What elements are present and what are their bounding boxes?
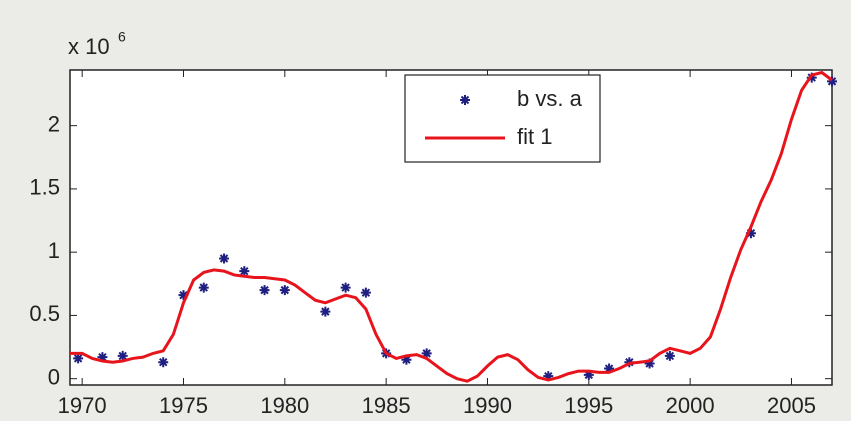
data-point — [73, 353, 84, 364]
data-point — [583, 369, 594, 380]
data-point — [604, 363, 615, 374]
data-point — [644, 358, 655, 369]
data-point — [320, 306, 331, 317]
y-tick-label: 0.5 — [29, 301, 60, 326]
axis-exponent: 6 — [118, 29, 126, 45]
x-tick-label: 1975 — [159, 393, 208, 418]
legend-label: fit 1 — [517, 124, 552, 149]
data-point — [259, 285, 270, 296]
data-point — [239, 266, 250, 277]
data-point — [664, 350, 675, 361]
data-point — [198, 282, 209, 293]
legend-marker — [460, 95, 470, 105]
legend-label: b vs. a — [517, 86, 583, 111]
legend-box — [404, 74, 601, 163]
x-tick-label: 1980 — [260, 393, 309, 418]
data-point — [827, 76, 837, 87]
data-point — [421, 348, 432, 359]
data-point — [543, 371, 554, 382]
fit-line — [70, 70, 833, 383]
x-tick-label: 2000 — [666, 393, 715, 418]
y-tick-label: 0 — [48, 364, 60, 389]
data-point — [158, 357, 169, 368]
x-tick-label: 1970 — [58, 393, 107, 418]
data-point — [219, 253, 230, 264]
axis-multiplier: x 10 — [68, 34, 110, 59]
data-point — [279, 285, 290, 296]
x-tick-label: 2005 — [767, 393, 816, 418]
y-tick-label: 1 — [48, 238, 60, 263]
x-tick-label: 1995 — [564, 393, 613, 418]
data-point — [117, 350, 128, 361]
y-tick-label: 2 — [48, 111, 60, 136]
data-point — [97, 352, 108, 363]
data-point — [340, 282, 351, 293]
data-point — [360, 287, 371, 298]
x-tick-label: 1990 — [463, 393, 512, 418]
data-point — [745, 228, 756, 239]
data-point — [401, 354, 412, 365]
y-tick-label: 1.5 — [29, 175, 60, 200]
data-point — [178, 290, 189, 301]
x-tick-label: 1985 — [362, 393, 411, 418]
